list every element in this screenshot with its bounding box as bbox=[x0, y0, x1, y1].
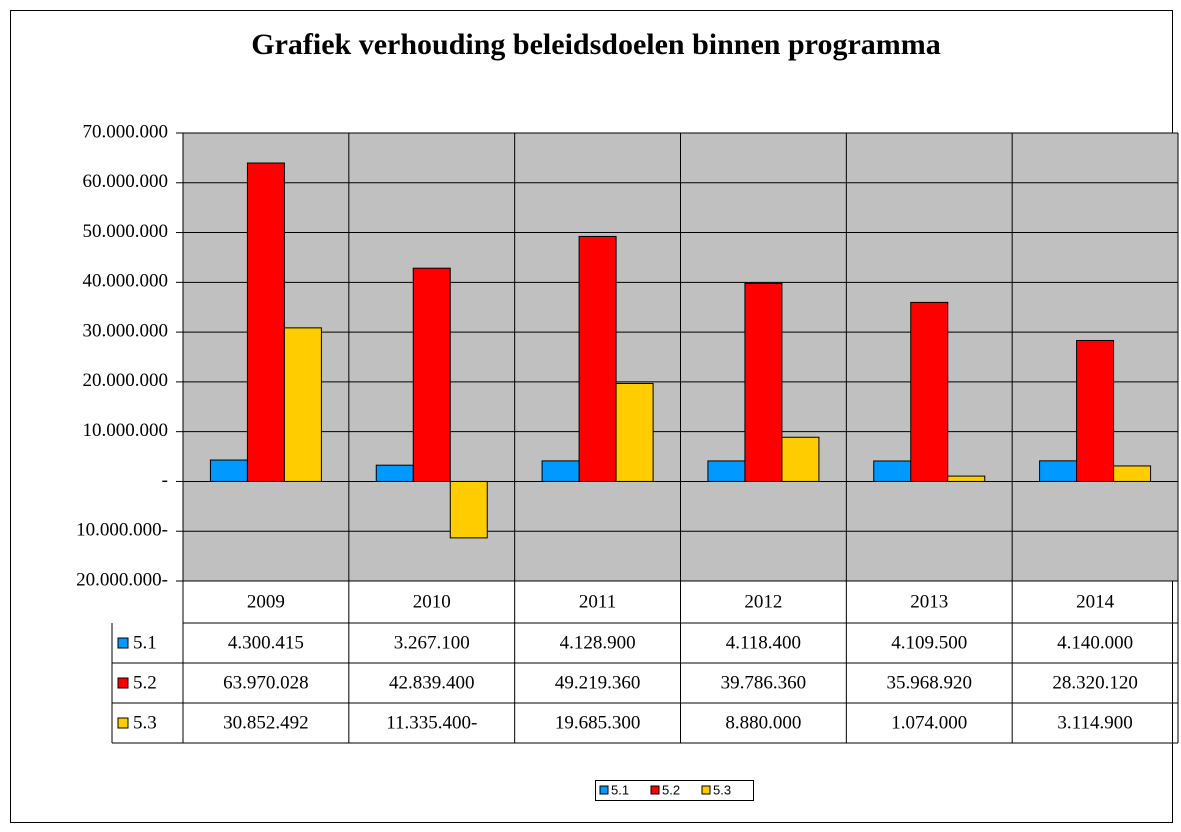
table-value: 4.118.400 bbox=[726, 632, 801, 653]
x-tick-label: 2010 bbox=[413, 591, 451, 612]
bar bbox=[1113, 465, 1152, 482]
bar bbox=[578, 235, 617, 482]
bar bbox=[541, 460, 580, 482]
bar bbox=[781, 436, 820, 482]
table-value: 19.685.300 bbox=[555, 712, 641, 733]
bar bbox=[707, 460, 746, 482]
y-tick-label: 10.000.000- bbox=[76, 520, 168, 541]
x-tick-label: 2013 bbox=[910, 591, 948, 612]
legend-key bbox=[650, 785, 660, 795]
legend-key bbox=[701, 785, 711, 795]
legend-label: 5.2 bbox=[662, 782, 680, 797]
table-value: 49.219.360 bbox=[555, 672, 641, 693]
table-value: 30.852.492 bbox=[223, 712, 309, 733]
table-key bbox=[117, 677, 129, 689]
bar bbox=[910, 301, 949, 482]
table-value: 63.970.028 bbox=[223, 672, 309, 693]
bar bbox=[744, 282, 783, 482]
table-value: 1.074.000 bbox=[891, 712, 967, 733]
table-value: 39.786.360 bbox=[721, 672, 807, 693]
y-tick-label: 70.000.000 bbox=[83, 121, 169, 142]
bar bbox=[947, 475, 986, 482]
bar bbox=[1039, 460, 1078, 482]
table-series-name: 5.1 bbox=[133, 632, 157, 653]
table-value: 3.114.900 bbox=[1057, 712, 1132, 733]
x-tick-label: 2011 bbox=[579, 591, 616, 612]
x-tick-label: 2012 bbox=[744, 591, 782, 612]
legend-label: 5.1 bbox=[611, 782, 629, 797]
legend-box bbox=[595, 780, 754, 801]
bar bbox=[615, 382, 654, 482]
y-tick-label: 10.000.000 bbox=[83, 420, 169, 441]
y-tick-label: 40.000.000 bbox=[83, 271, 169, 292]
bar bbox=[283, 327, 322, 482]
legend-label: 5.3 bbox=[713, 782, 731, 797]
y-tick-label: 20.000.000 bbox=[83, 370, 169, 391]
table-value: 3.267.100 bbox=[394, 632, 470, 653]
bar bbox=[1076, 339, 1115, 482]
y-tick-label: 60.000.000 bbox=[83, 171, 169, 192]
table-value: 28.320.120 bbox=[1052, 672, 1138, 693]
table-value: 42.839.400 bbox=[389, 672, 475, 693]
bar bbox=[375, 464, 414, 482]
legend-key bbox=[599, 785, 609, 795]
table-value: 8.880.000 bbox=[725, 712, 801, 733]
table-series-name: 5.2 bbox=[133, 672, 157, 693]
bar bbox=[246, 162, 285, 482]
bar bbox=[449, 480, 488, 539]
y-tick-label: 50.000.000 bbox=[83, 221, 169, 242]
table-key bbox=[117, 637, 129, 649]
bar bbox=[209, 459, 248, 482]
table-value: 4.109.500 bbox=[891, 632, 967, 653]
x-tick-label: 2009 bbox=[247, 591, 285, 612]
bar bbox=[412, 267, 451, 482]
table-value: 4.140.000 bbox=[1057, 632, 1133, 653]
chart-title: Grafiek verhouding beleidsdoelen binnen … bbox=[251, 28, 941, 61]
bar bbox=[873, 460, 912, 482]
table-value: 4.300.415 bbox=[228, 632, 304, 653]
x-tick-label: 2014 bbox=[1076, 591, 1115, 612]
table-value: 4.128.900 bbox=[560, 632, 636, 653]
y-tick-label: 30.000.000 bbox=[83, 320, 169, 341]
y-tick-label: - bbox=[162, 470, 168, 491]
table-key bbox=[117, 717, 129, 729]
table-value: 35.968.920 bbox=[887, 672, 973, 693]
table-series-name: 5.3 bbox=[133, 712, 157, 733]
y-tick-label: 20.000.000- bbox=[76, 569, 168, 590]
table-value: 11.335.400- bbox=[386, 712, 477, 733]
